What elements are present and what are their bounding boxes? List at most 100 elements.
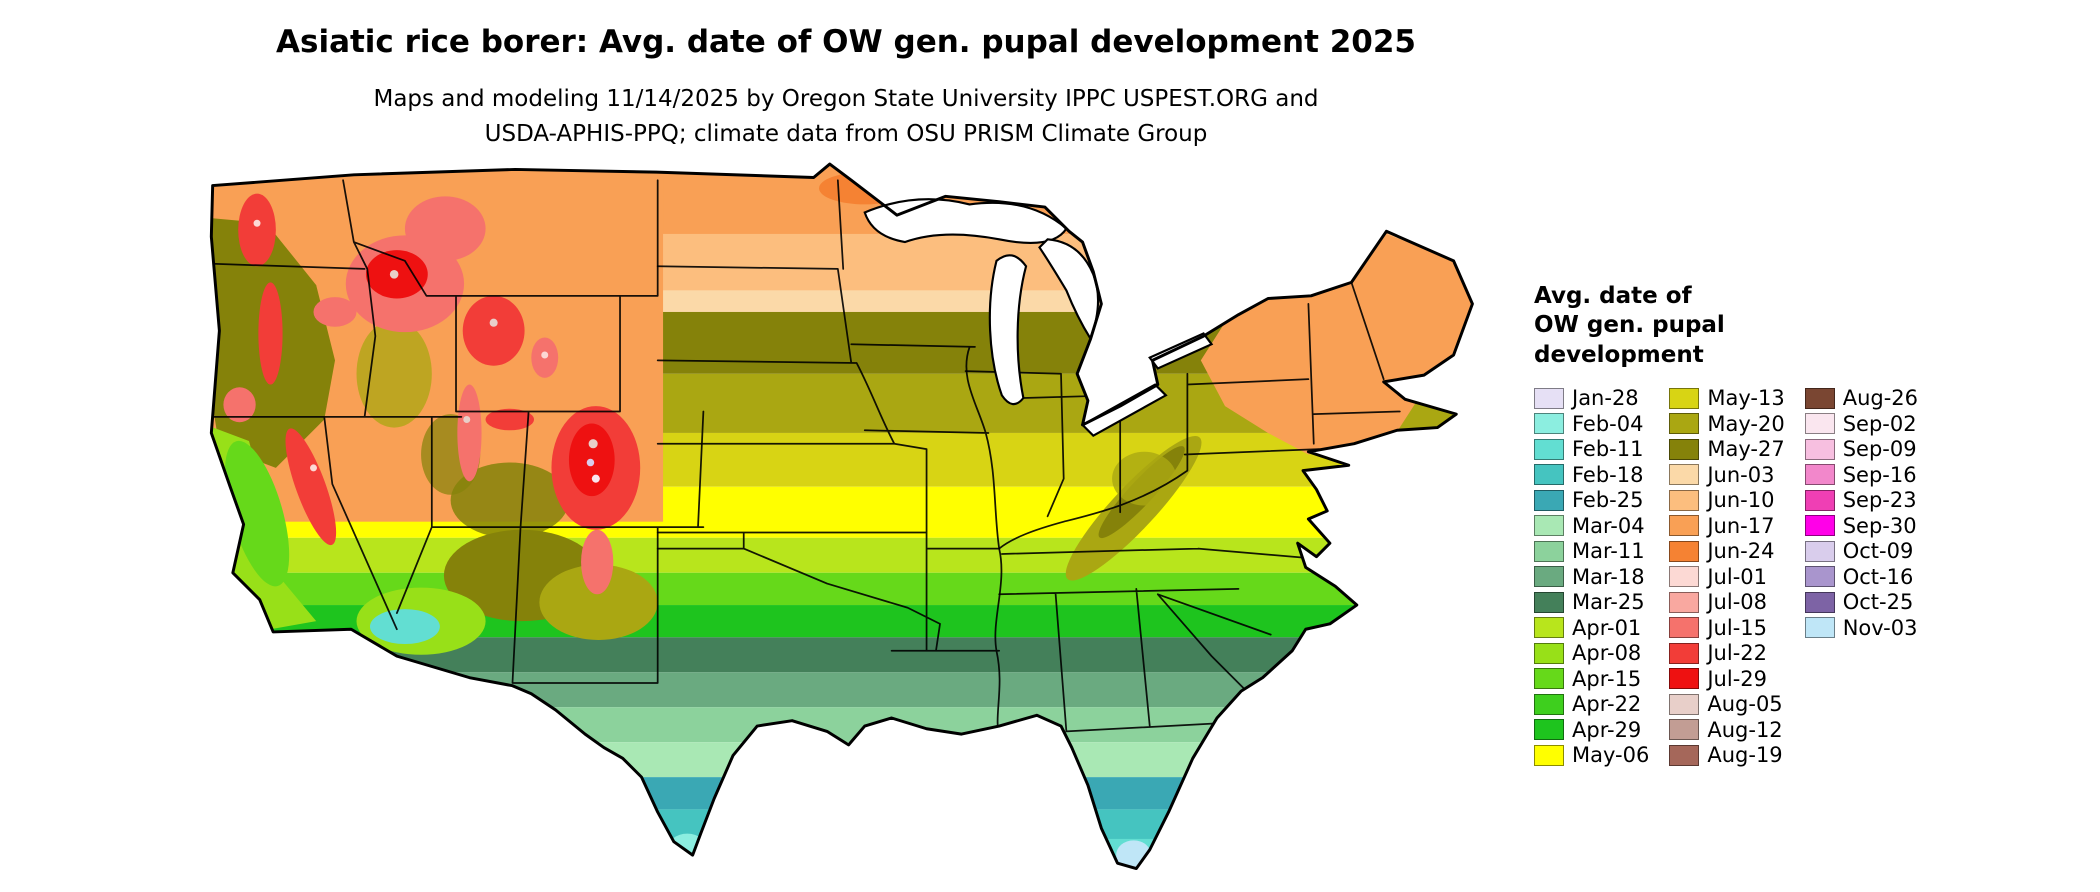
legend-label: Sep-09: [1842, 437, 1917, 462]
legend-swatch: [1804, 464, 1835, 486]
legend-label: Jul-15: [1707, 615, 1767, 640]
mountain-region: [404, 196, 486, 261]
subtitle-line-1: Maps and modeling 11/14/2025 by Oregon S…: [373, 86, 1319, 112]
legend-swatch: [1669, 413, 1700, 435]
legend-label: Jul-29: [1707, 666, 1767, 691]
legend-label: Feb-11: [1572, 437, 1644, 462]
legend-label: May-27: [1707, 437, 1785, 462]
terrain-patch: [356, 320, 432, 428]
legend-grid: Jan-28 Feb-04 Feb-11 Feb-18 Feb-25 Mar-04 Mar-…: [1534, 385, 1918, 768]
color-band: [211, 838, 1473, 864]
color-band: [211, 537, 1473, 573]
legend-entry: May-13: [1669, 385, 1785, 411]
legend-swatch: [1669, 438, 1700, 460]
legend-title-line: OW gen. pupal: [1534, 312, 1725, 339]
legend-swatch: [1669, 744, 1700, 766]
legend-entry: Jul-15: [1669, 615, 1784, 641]
legend-title: Avg. date of OW gen. pupal development: [1534, 282, 1918, 370]
map-title: Asiatic rice borer: Avg. date of OW gen.…: [276, 24, 1416, 60]
lake-michigan: [988, 254, 1028, 406]
legend-entry: Oct-25: [1804, 589, 1918, 615]
legend-label: Aug-26: [1842, 386, 1919, 411]
legend-entry: Jun-17: [1669, 513, 1784, 539]
legend-swatch: [1534, 719, 1564, 741]
legend-swatch: [1669, 617, 1700, 639]
mountain-region: [462, 295, 525, 366]
speckle: [588, 439, 598, 449]
legend-entry: Jul-29: [1669, 666, 1784, 692]
legend-swatch: [1534, 540, 1564, 562]
legend-label: Nov-03: [1842, 615, 1918, 640]
legend-swatch: [1534, 438, 1564, 460]
color-band: [211, 672, 1473, 708]
legend-label: Jun-17: [1707, 513, 1775, 538]
legend-swatch: [1534, 464, 1564, 486]
legend-entry: Apr-08: [1534, 640, 1649, 666]
legend-entry: Sep-09: [1804, 436, 1918, 462]
legend-label: Apr-22: [1572, 692, 1642, 717]
color-band: [211, 809, 1473, 839]
legend: Avg. date of OW gen. pupal development J…: [1534, 282, 1918, 768]
legend-swatch: [1669, 540, 1700, 562]
legend-entry: May-06: [1534, 742, 1649, 768]
legend-swatch: [1669, 515, 1700, 537]
mountain-region: [485, 408, 534, 431]
legend-swatch: [1669, 591, 1700, 613]
legend-entry: Apr-15: [1534, 666, 1649, 692]
legend-entry: Feb-25: [1534, 487, 1649, 513]
legend-label: Jun-03: [1707, 462, 1775, 487]
legend-label: Oct-16: [1842, 564, 1914, 589]
legend-entry: Jun-03: [1669, 462, 1784, 488]
legend-title-line: development: [1534, 341, 1704, 368]
legend-entry: Jul-22: [1669, 640, 1784, 666]
lake-erie: [1080, 383, 1168, 437]
legend-swatch: [1534, 617, 1564, 639]
west-terrain: [211, 164, 664, 655]
legend-label: Apr-15: [1572, 666, 1642, 691]
lake-ontario: [1148, 332, 1214, 370]
mountain-region: [581, 529, 614, 595]
legend-swatch: [1534, 591, 1564, 613]
mountain-region: [258, 282, 283, 385]
speckle: [489, 318, 498, 327]
speckle: [389, 270, 399, 279]
legend-swatch: [1804, 566, 1835, 588]
legend-label: Jul-22: [1707, 641, 1767, 666]
legend-entry: Sep-23: [1804, 487, 1918, 513]
legend-swatch: [1669, 464, 1700, 486]
legend-title-line: Avg. date of: [1534, 283, 1692, 309]
legend-entry: Feb-04: [1534, 411, 1649, 437]
legend-label: Jul-01: [1707, 564, 1767, 589]
subtitle-line-2: USDA-APHIS-PPQ; climate data from OSU PR…: [484, 120, 1208, 147]
legend-swatch: [1669, 719, 1700, 741]
legend-swatch: [1804, 591, 1835, 613]
legend-label: Feb-18: [1572, 462, 1644, 487]
legend-label: Jun-24: [1707, 539, 1775, 564]
legend-entry: Jul-08: [1669, 589, 1784, 615]
legend-swatch: [1534, 515, 1564, 537]
color-band: [211, 777, 1473, 810]
us-map-svg: [209, 162, 1474, 871]
legend-label: Sep-02: [1842, 411, 1917, 436]
legend-swatch: [1534, 668, 1564, 690]
legend-swatch: [1534, 566, 1564, 588]
legend-entry: May-20: [1669, 411, 1785, 437]
legend-label: Aug-12: [1707, 717, 1783, 742]
legend-label: May-06: [1572, 743, 1650, 768]
legend-swatch: [1804, 438, 1835, 460]
map-fill-layer: [211, 164, 1473, 869]
speckle: [463, 416, 471, 424]
speckle: [253, 219, 261, 227]
terrain-patch: [369, 609, 440, 645]
legend-entry: May-27: [1669, 436, 1785, 462]
legend-label: Aug-05: [1707, 692, 1783, 717]
legend-entry: Apr-29: [1534, 717, 1649, 743]
legend-label: Jan-28: [1572, 386, 1639, 411]
legend-label: Mar-04: [1572, 513, 1645, 538]
legend-entry: Oct-09: [1804, 538, 1918, 564]
legend-label: Feb-25: [1572, 488, 1644, 513]
legend-label: Mar-11: [1572, 539, 1645, 564]
speckle: [541, 351, 549, 359]
legend-entry: Mar-18: [1534, 564, 1649, 590]
legend-entry: Apr-01: [1534, 615, 1649, 641]
